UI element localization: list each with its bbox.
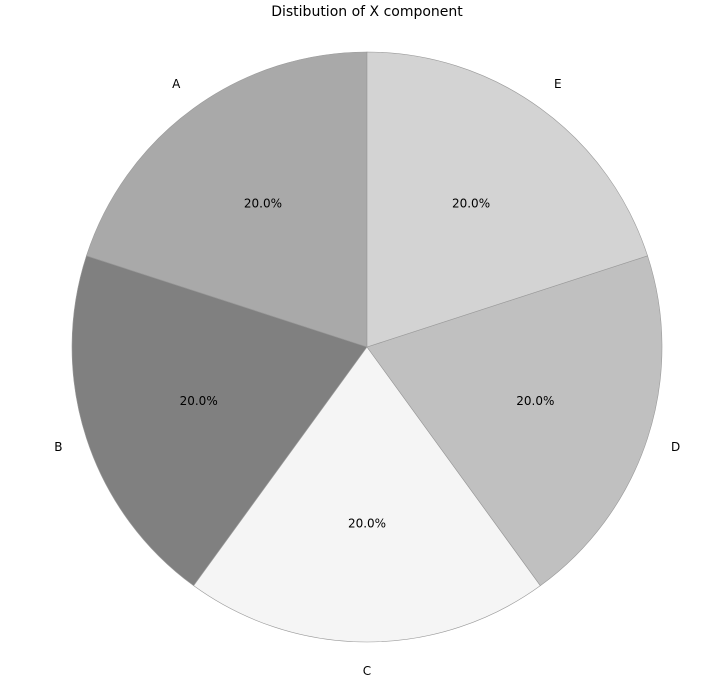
pie-slice-a	[86, 51, 368, 348]
pie-slice-b	[71, 255, 368, 587]
slice-label-d: D	[671, 440, 680, 454]
pie-slice-d	[366, 255, 663, 587]
pie-slices	[71, 51, 663, 643]
percent-label-c: 20.0%	[348, 517, 386, 531]
slice-label-e: E	[554, 77, 562, 91]
percent-label-b: 20.0%	[180, 394, 218, 408]
slice-label-c: C	[363, 664, 371, 678]
percent-label-a: 20.0%	[244, 196, 282, 210]
pie-slice-c	[193, 346, 541, 643]
chart-title: Distibution of X component	[271, 4, 463, 20]
percent-label-d: 20.0%	[516, 394, 554, 408]
slice-label-b: B	[54, 440, 62, 454]
slice-label-a: A	[172, 77, 181, 91]
pie-slice-e	[366, 51, 648, 348]
pie-labels: A 20.0% B 20.0% C 20.0% D 20.0% E 20.0%	[54, 77, 680, 678]
percent-label-e: 20.0%	[452, 196, 490, 210]
